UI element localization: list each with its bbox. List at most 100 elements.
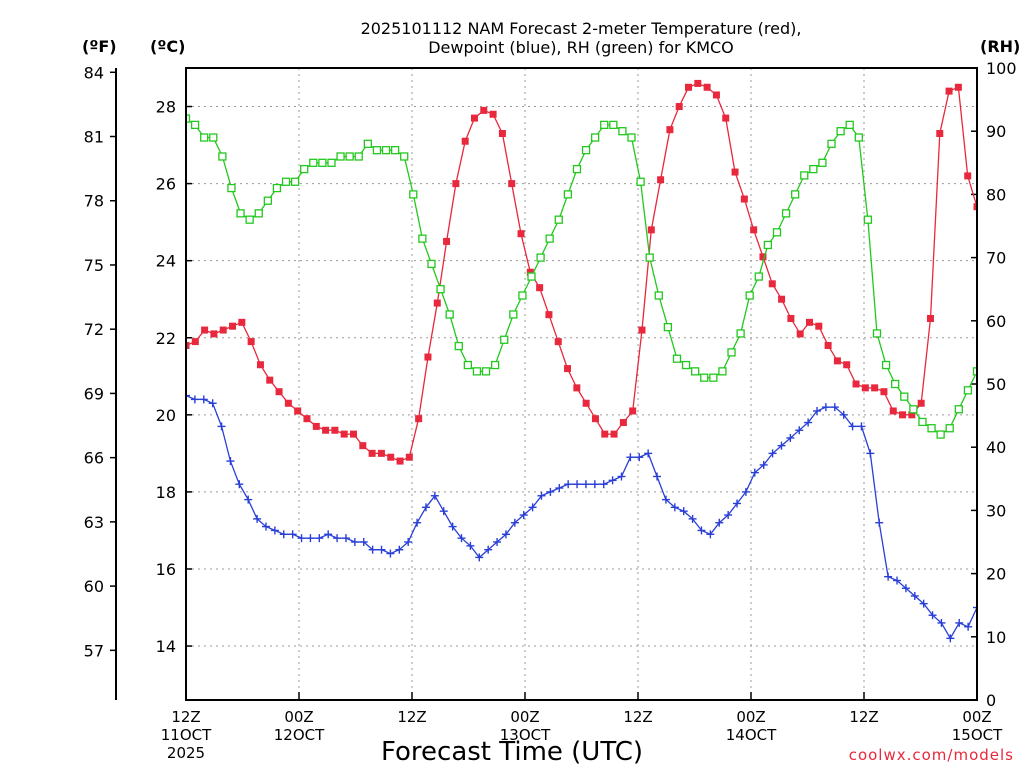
- rh-point: [463, 360, 473, 370]
- temperature-point: [536, 284, 544, 292]
- labels-layer: 2025101112 NAM Forecast 2-meter Temperat…: [82, 19, 1020, 767]
- dewpoint-point: [368, 545, 377, 554]
- dewpoint-point: [839, 410, 848, 419]
- rh-point: [490, 360, 500, 370]
- temperature-point: [582, 399, 590, 407]
- dewpoint-point: [635, 453, 644, 462]
- rh-point: [891, 379, 900, 389]
- rh-point: [245, 215, 254, 224]
- dewpoint-point: [199, 395, 208, 404]
- dewpoint-point: [564, 480, 573, 489]
- rh-point: [281, 177, 291, 186]
- temperature-point: [564, 365, 572, 373]
- rh-point: [718, 367, 727, 376]
- dewpoint-point: [377, 545, 386, 554]
- dewpoint-point: [679, 507, 688, 516]
- rh-point: [845, 120, 854, 130]
- dewpoint-line: [186, 395, 977, 640]
- temperature-point: [498, 130, 506, 138]
- temperature-point: [191, 338, 199, 346]
- rh-point: [618, 127, 627, 136]
- temperature-point: [861, 384, 869, 392]
- temperature-point: [852, 380, 860, 388]
- rh-point: [945, 424, 954, 433]
- dewpoint-point: [341, 534, 350, 543]
- dewpoint-point: [804, 418, 813, 427]
- rh-tick-label: 60: [986, 312, 1006, 331]
- temperature-point: [731, 168, 739, 176]
- rh-point: [963, 386, 973, 395]
- dewpoint-point: [315, 534, 324, 543]
- dewpoint-point: [546, 487, 555, 496]
- time-tick-label: 12Z: [171, 708, 200, 726]
- temperature-point: [666, 126, 674, 134]
- temperature-point: [926, 314, 934, 322]
- temperature-point: [712, 91, 720, 99]
- dewpoint-point: [715, 518, 724, 527]
- temperature-point: [229, 322, 237, 330]
- rh-point: [727, 348, 736, 357]
- temperature-point: [489, 110, 497, 118]
- dewpoint-point: [430, 491, 439, 500]
- rh-point: [218, 152, 227, 161]
- temperature-point: [303, 415, 311, 423]
- temperature-point: [470, 114, 478, 122]
- temperature-point: [340, 430, 348, 438]
- rh-point: [209, 133, 218, 142]
- rh-point: [545, 234, 554, 243]
- dewpoint-point: [235, 480, 244, 489]
- rh-point: [836, 127, 845, 136]
- temperature-point: [889, 407, 897, 415]
- series-layer: [186, 79, 977, 643]
- dewpoint-point: [186, 391, 190, 400]
- temperature-point: [675, 103, 683, 111]
- rh-point: [236, 209, 245, 218]
- temperature-point: [703, 83, 711, 91]
- dewpoint-point: [359, 538, 368, 546]
- dewpoint-point: [297, 534, 306, 543]
- rh-point: [609, 120, 618, 130]
- dewpoint-point: [288, 530, 297, 539]
- rh-point: [445, 310, 454, 319]
- temperature-point: [452, 180, 460, 188]
- rh-tick-label: 70: [986, 249, 1006, 268]
- fahrenheit-tick-label: 60: [84, 577, 104, 596]
- rh-point: [763, 240, 773, 250]
- dewpoint-point: [208, 399, 217, 408]
- dewpoint-point: [501, 530, 510, 539]
- dewpoint-point: [555, 484, 564, 493]
- rh-point: [390, 146, 400, 155]
- rh-point: [827, 139, 836, 148]
- rh-point: [581, 146, 591, 155]
- rh-point: [354, 152, 363, 161]
- chart-title: 2025101112 NAM Forecast 2-meter Temperat…: [361, 19, 802, 38]
- rh-point: [972, 367, 977, 376]
- temperature-point: [685, 83, 693, 91]
- dewpoint-point: [519, 511, 528, 520]
- celsius-tick-label: 28: [156, 98, 176, 117]
- rh-point: [872, 329, 882, 338]
- rh-tick-label: 90: [986, 122, 1006, 141]
- rh-point: [336, 152, 345, 161]
- temperature-point: [424, 353, 432, 361]
- rh-tick-label: 40: [986, 438, 1006, 457]
- temperature-point: [554, 338, 562, 346]
- dewpoint-point: [421, 503, 430, 512]
- dewpoint-point: [306, 534, 315, 543]
- rh-point: [690, 367, 700, 376]
- dewpoint-point: [324, 530, 333, 539]
- rh-point: [186, 114, 191, 123]
- temperature-point: [908, 411, 916, 419]
- rh-point: [318, 158, 327, 167]
- temperature-point: [954, 83, 962, 91]
- rh-point: [663, 322, 673, 332]
- temperature-point: [359, 442, 367, 450]
- rh-point: [345, 152, 354, 161]
- plot-frame: [185, 67, 978, 701]
- rh-point: [881, 360, 891, 370]
- time-tick-label: 00Z: [284, 708, 313, 726]
- rh-point: [409, 190, 418, 199]
- temperature-point: [917, 399, 925, 407]
- temperature-point: [247, 338, 255, 346]
- temperature-point: [945, 87, 953, 95]
